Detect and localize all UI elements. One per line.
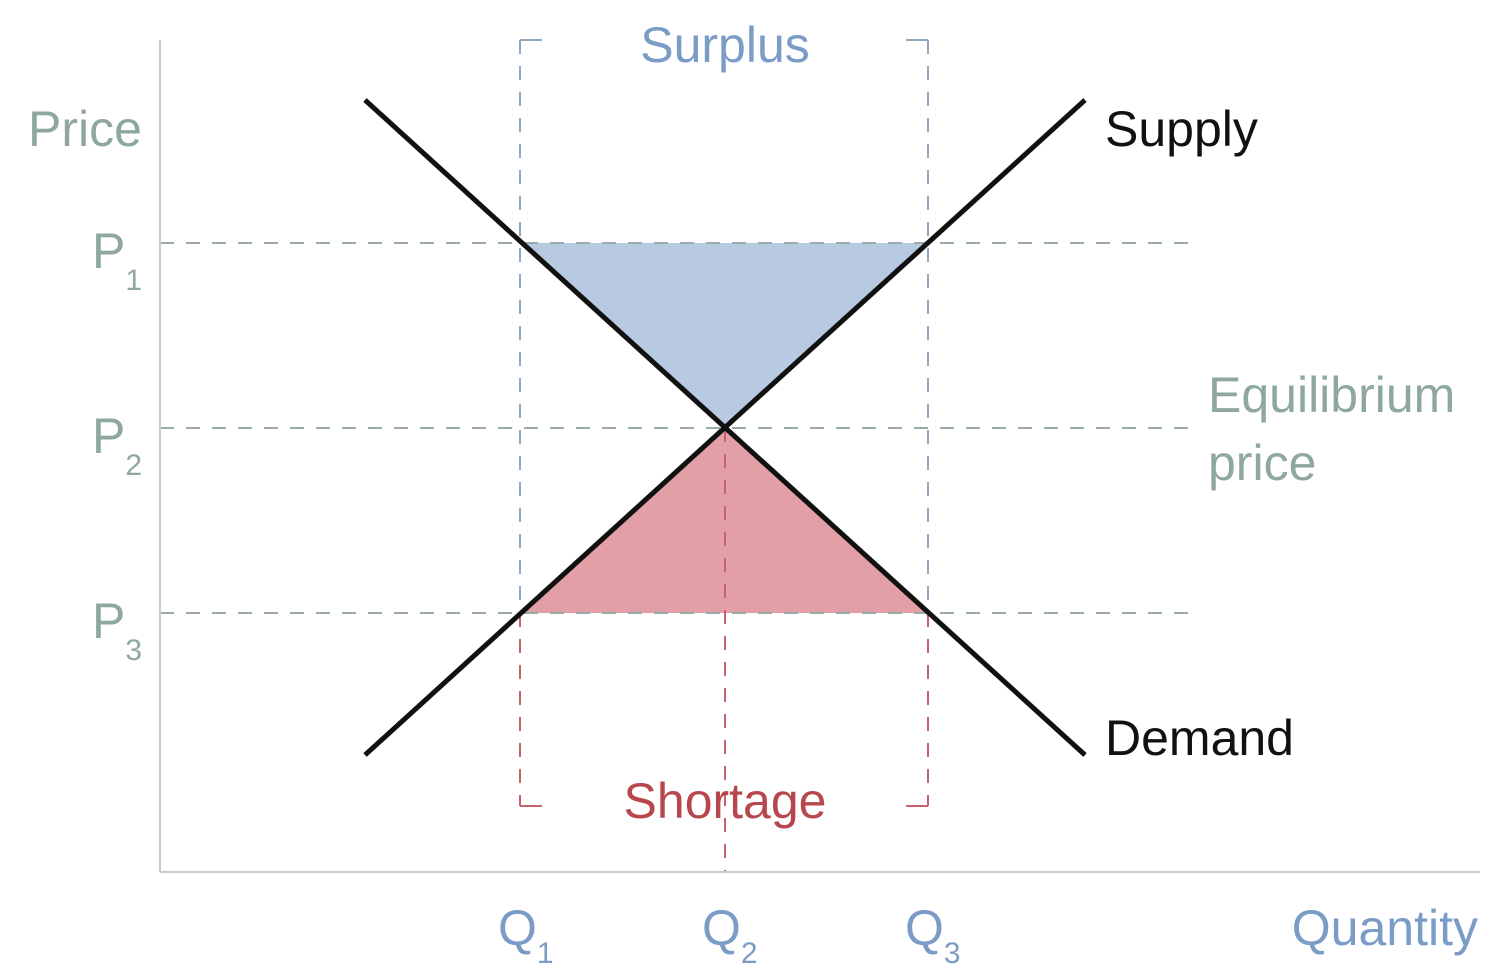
label-main: Q (905, 900, 944, 956)
label-main: P (92, 593, 125, 649)
equilibrium-label: price (1208, 435, 1316, 491)
brackets (520, 39, 928, 807)
demand-curve (363, 98, 1087, 757)
quantity-label: Q1 (498, 900, 554, 970)
label-main: Q (702, 900, 741, 956)
quantity-labels: Q1 Q2 Q3 (498, 900, 961, 970)
price-label: P3 (92, 593, 142, 667)
equilibrium-label: Equilibrium (1208, 367, 1455, 423)
quantity-guides (519, 40, 929, 872)
label-main: Q (498, 900, 537, 956)
price-labels: P1 P2 P3 (92, 223, 142, 667)
price-label: P2 (92, 408, 142, 482)
label-sub: 3 (125, 634, 142, 667)
label-sub: 2 (741, 937, 758, 970)
label-sub: 2 (125, 449, 142, 482)
x-axis-label: Quantity (1292, 900, 1478, 956)
label-sub: 1 (125, 264, 142, 297)
supply-label: Supply (1105, 101, 1258, 157)
shortage-label: Shortage (624, 773, 827, 829)
surplus-label: Surplus (640, 17, 810, 73)
price-guides (160, 242, 1190, 614)
quantity-label: Q3 (905, 900, 961, 970)
shortage-area (520, 428, 928, 613)
demand-label: Demand (1105, 710, 1294, 766)
price-label: P1 (92, 223, 142, 297)
y-axis-label: Price (28, 101, 142, 157)
quantity-label: Q2 (702, 900, 758, 970)
surplus-area (520, 243, 928, 428)
label-main: P (92, 408, 125, 464)
label-main: P (92, 223, 125, 279)
label-sub: 1 (537, 937, 554, 970)
label-sub: 3 (944, 937, 961, 970)
